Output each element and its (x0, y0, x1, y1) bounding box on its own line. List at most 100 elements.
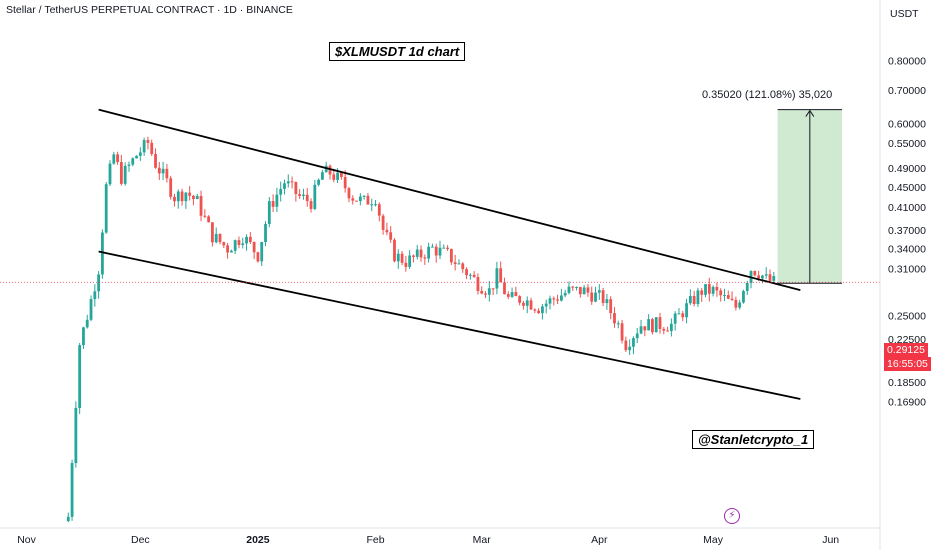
title-note[interactable]: $XLMUSDT 1d chart (329, 42, 466, 61)
candle (362, 195, 366, 200)
candle (286, 174, 290, 188)
candle-body (404, 262, 408, 267)
candle (169, 175, 173, 200)
candle-body (594, 292, 597, 302)
candle (195, 193, 199, 200)
time-tick-label: Apr (591, 534, 608, 546)
candle (609, 296, 613, 320)
candle (677, 308, 681, 315)
candle-body (635, 333, 639, 339)
candle-body (207, 216, 211, 223)
candle-body (256, 252, 260, 262)
candle-body (332, 174, 336, 180)
candle-body (74, 407, 78, 464)
candle-body (157, 167, 161, 174)
candle (309, 198, 313, 213)
candle-body (666, 330, 669, 332)
candle (601, 287, 605, 307)
candle (552, 296, 556, 306)
candle (465, 267, 468, 280)
candle-body (487, 288, 491, 295)
candle-body (601, 290, 605, 304)
candle-body (385, 229, 389, 233)
candle (377, 202, 381, 222)
candle-body (112, 154, 116, 164)
candle-body (446, 247, 449, 249)
candle (271, 194, 275, 212)
candle (472, 271, 476, 278)
candle-body (396, 253, 400, 262)
candle-body (499, 268, 503, 283)
lightning-icon[interactable]: ⚡ (724, 508, 740, 524)
candle (768, 269, 772, 282)
candle (499, 261, 503, 283)
price-tick-label: 0.80000 (888, 56, 926, 68)
candle-body (711, 286, 715, 294)
candle-body (343, 176, 347, 189)
candle-body (605, 299, 609, 304)
candle-body (70, 463, 74, 517)
candle (571, 285, 575, 291)
candle (355, 200, 358, 202)
candle (745, 280, 749, 295)
candle-body (362, 195, 366, 197)
candle (176, 189, 180, 209)
candle-body (582, 287, 586, 295)
candle-body (723, 295, 726, 297)
candle-body (609, 299, 613, 314)
candle (116, 151, 119, 165)
candle-body (730, 298, 734, 301)
candle (89, 295, 93, 322)
candle (358, 193, 362, 206)
candle-body (218, 233, 222, 243)
candle-body (719, 290, 723, 296)
candle (518, 295, 522, 306)
candle-body (377, 204, 381, 216)
candle (624, 336, 628, 352)
candle-body (461, 263, 465, 270)
time-tick-label: May (703, 534, 724, 546)
candle-body (408, 255, 412, 267)
candle (431, 243, 434, 248)
candle (302, 188, 305, 200)
current-price-tag: 0.29125 (884, 343, 928, 357)
candle-body (506, 294, 510, 297)
candle-body (643, 326, 647, 331)
candle (347, 186, 351, 203)
trendlines-layer (0, 108, 880, 400)
candle-body (563, 292, 567, 296)
candle-body (146, 140, 150, 143)
candle (461, 262, 465, 273)
candle-body (537, 310, 541, 314)
candle-body (597, 290, 601, 293)
candle (730, 291, 734, 301)
candle (582, 285, 586, 295)
candle-body (195, 195, 199, 200)
candle (597, 284, 601, 300)
candle (256, 251, 260, 263)
candle-body (237, 240, 241, 245)
author-note[interactable]: @Stanletcrypto_1 (692, 430, 815, 449)
candle-body (317, 179, 321, 185)
candle-body (78, 345, 82, 408)
candle-body (173, 196, 176, 202)
candle (525, 296, 529, 314)
candle (446, 245, 449, 251)
candle-body (620, 323, 624, 341)
candle-body (639, 326, 643, 334)
candle (389, 226, 393, 243)
currency-label[interactable]: USDT (890, 8, 919, 20)
candle-body (742, 290, 745, 303)
candle (487, 281, 491, 302)
candle-body (135, 155, 138, 159)
candle-body (571, 286, 575, 288)
candle-body (658, 317, 662, 329)
candle-body (533, 309, 537, 311)
candle-body (82, 327, 85, 346)
candle (70, 459, 74, 521)
candle-body (480, 291, 484, 294)
candle-body (260, 242, 264, 262)
candle-body (715, 286, 719, 291)
